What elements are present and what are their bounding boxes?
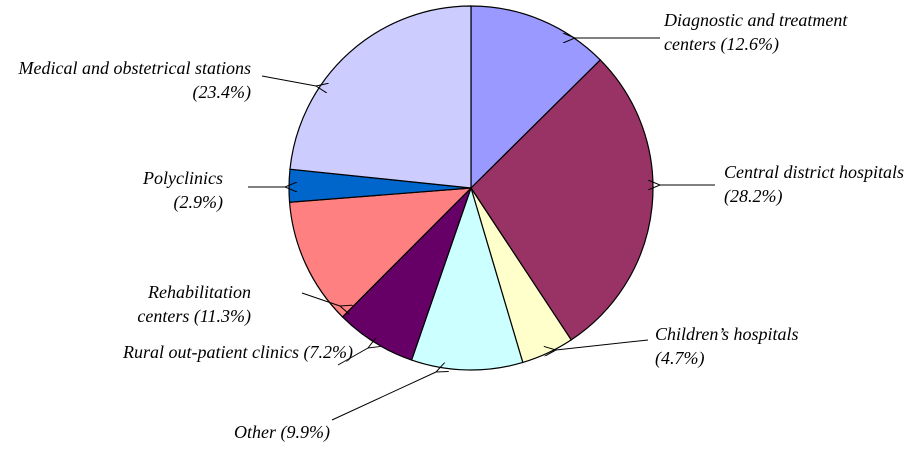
category: Medical and obstetrical stations [18,58,251,78]
slice-label: Children’s hospitals (4.7%) [655,322,825,370]
value-label: (7.2%) [303,342,353,362]
category: Polyclinics [143,168,223,188]
slice-label: Rural out-patient clinics (7.2%) [113,340,353,364]
category: Central district hospitals [724,162,905,182]
value-label: (23.4%) [192,82,251,102]
category: Rehabilitation centers [137,282,251,326]
pie-slice [288,187,473,318]
slice-label: Polyclinics (2.9%) [111,166,223,214]
leader-line [556,339,649,350]
pie [288,5,654,371]
slice-label: Rehabilitation centers (11.3%) [96,280,251,328]
pie-slice [289,5,472,189]
leader-lines [248,38,715,421]
pie-slice [470,5,602,190]
value-label: (4.7%) [655,348,705,368]
pie-slice [410,186,524,371]
value-label: (12.6%) [720,34,779,54]
leader-line [337,348,368,366]
category: Diagnostic and treatment centers [664,10,848,54]
slice-label: Central district hospitals (28.2%) [724,160,914,208]
leader-line [301,292,340,306]
value-label: (28.2%) [724,186,783,206]
category: Children’s hospitals [655,324,799,344]
pie-slice [470,59,654,341]
leader-line [261,75,316,86]
category: Rural out-patient clinics [123,342,300,362]
slice-label: Medical and obstetrical stations (23.4%) [1,56,251,104]
value-label: (11.3%) [193,306,251,326]
value-label: (2.9%) [173,192,223,212]
leader-line [331,372,436,421]
value-label: (9.9%) [280,422,330,442]
slice-label: Diagnostic and treatment centers (12.6%) [664,8,896,56]
slice-label: Other (9.9%) [234,420,330,444]
category: Other [234,422,276,442]
